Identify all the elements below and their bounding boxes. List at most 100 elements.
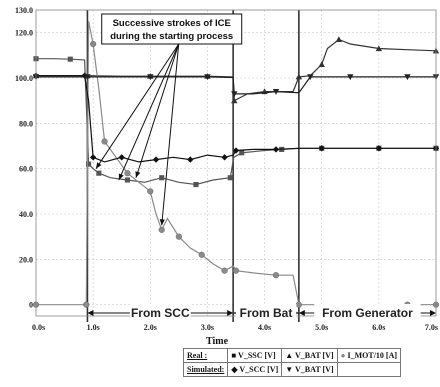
data-point <box>318 145 325 152</box>
data-point <box>101 138 108 145</box>
y-tick-label: 40.0 <box>19 210 33 219</box>
data-point <box>232 147 240 154</box>
data-point <box>89 154 97 161</box>
data-point <box>158 226 165 233</box>
series-line <box>36 76 436 95</box>
diamond-marker-icon: ◆ <box>231 365 238 374</box>
region-label: From SCC <box>131 306 190 320</box>
data-point <box>295 73 303 80</box>
legend-entry: ■ V_SSC [V] <box>227 348 283 363</box>
y-tick-label: 0 <box>29 301 33 310</box>
arrowhead-right-icon <box>430 310 436 316</box>
data-point <box>221 154 228 161</box>
legend-entry: ◆ V_SCC [V] <box>227 362 283 377</box>
legend-row-label: Real : <box>182 348 229 363</box>
x-axis-title: Time <box>206 336 229 347</box>
x-tick-label: 3.0s <box>201 323 214 332</box>
region-label: From Generator <box>322 306 413 320</box>
y-tick-label: 100.0 <box>15 74 33 83</box>
annotation: Successive strokes of ICE during the star… <box>95 13 243 226</box>
y-tick-label: 120.0 <box>15 29 33 38</box>
data-point <box>147 188 154 195</box>
square-marker-icon: ■ <box>231 351 237 360</box>
series <box>32 21 440 308</box>
triangle-down-marker-icon: ▼ <box>285 365 294 374</box>
x-tick-label: 2.0s <box>144 323 157 332</box>
arrowhead-icon <box>135 171 141 178</box>
arrowhead-icon <box>96 162 102 169</box>
annotation-line-2: during the starting process <box>110 31 233 42</box>
data-point <box>232 267 240 274</box>
data-point <box>81 72 88 79</box>
data-point <box>295 301 302 308</box>
data-point <box>272 146 280 153</box>
data-point <box>67 56 73 62</box>
x-tick-label: 7.0s <box>425 323 438 332</box>
data-point <box>221 267 228 274</box>
data-point <box>239 150 245 156</box>
x-tick-label: 1.0s <box>87 323 100 332</box>
data-point <box>124 170 131 177</box>
x-tick-label: 6.0s <box>372 323 385 332</box>
data-point <box>90 40 97 48</box>
data-point <box>231 97 238 104</box>
region-label-bg <box>129 304 191 320</box>
legend-row-real: Real : ■ V_SSC [V] ▲ V_BAT [V] ● I_MOT/1… <box>182 348 402 363</box>
data-point <box>175 233 182 240</box>
series-layer <box>32 21 440 308</box>
data-point <box>204 74 211 81</box>
annotation-arrow <box>118 43 180 181</box>
x-tick-label: 4.0s <box>258 323 271 332</box>
legend: Real : ■ V_SSC [V] ▲ V_BAT [V] ● I_MOT/1… <box>182 348 402 377</box>
arrowhead-icon <box>159 219 165 226</box>
series-line <box>36 75 436 163</box>
y-tick-label: 20.0 <box>19 255 33 264</box>
y-tick-label: 130.0 <box>15 6 33 15</box>
data-point <box>307 74 314 81</box>
series-line <box>36 58 436 186</box>
data-point <box>335 36 343 43</box>
data-point <box>124 177 130 183</box>
x-tick-label: 5.0s <box>315 323 328 332</box>
legend-row-simulated: Simulated: ◆ V_SCC [V] ▼ V_BAT [V] <box>182 362 402 377</box>
legend-entry: ▲ V_BAT [V] <box>281 348 338 363</box>
region-labels: From SCC From Bat From Generator <box>87 304 436 320</box>
data-point <box>84 74 91 81</box>
data-point <box>347 74 354 81</box>
data-point <box>118 154 125 161</box>
legend-row-label: Simulated: <box>182 362 229 377</box>
data-point <box>272 272 280 279</box>
arrowhead-right-icon <box>227 310 234 316</box>
data-point <box>227 175 233 181</box>
data-point <box>198 251 205 258</box>
arrowhead-left-icon <box>298 310 305 316</box>
series <box>32 72 440 163</box>
data-point <box>86 161 92 167</box>
series <box>32 74 440 98</box>
annotation-line-1: Successive strokes of ICE <box>113 18 231 29</box>
data-point <box>147 74 154 81</box>
y-tick-label: 80.0 <box>19 119 33 128</box>
triangle-up-marker-icon: ▲ <box>285 351 294 360</box>
data-point <box>375 45 383 52</box>
data-point <box>83 301 90 308</box>
data-point <box>96 170 102 176</box>
y-tick-labels: 0 20.0 40.0 60.0 80.0 100.0 120.0 130.0 <box>15 6 33 310</box>
data-point <box>272 89 280 95</box>
data-point <box>231 91 238 98</box>
annotation-box <box>101 13 243 45</box>
x-tick-label: 0.0s <box>32 323 45 332</box>
legend-entry <box>336 362 402 377</box>
circle-marker-icon: ● <box>340 351 346 360</box>
phase-boundaries <box>86 10 300 322</box>
region-label-bg <box>314 304 421 320</box>
data-point <box>152 156 160 163</box>
data-point <box>375 145 383 152</box>
annotation-arrow <box>161 43 180 226</box>
y-tick-label: 60.0 <box>19 165 33 174</box>
data-point <box>193 181 199 188</box>
region-label: From Bat <box>240 306 293 320</box>
data-point <box>404 74 411 81</box>
region-label-bg <box>235 304 297 320</box>
